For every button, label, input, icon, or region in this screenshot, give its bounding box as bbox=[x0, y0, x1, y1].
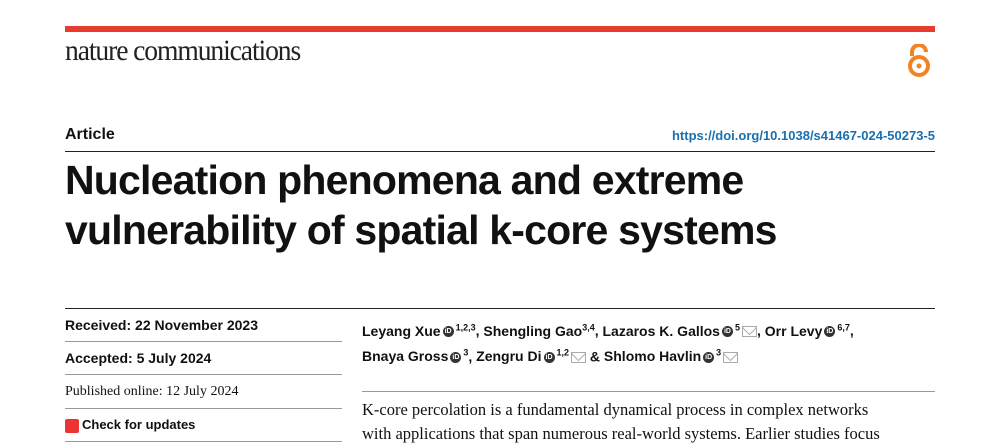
author-link[interactable]: Lazaros K. Gallos iD 5 bbox=[602, 322, 757, 339]
divider bbox=[65, 441, 342, 442]
divider bbox=[65, 151, 935, 152]
email-icon[interactable] bbox=[741, 326, 757, 338]
email-icon[interactable] bbox=[571, 352, 587, 364]
divider bbox=[362, 391, 935, 392]
divider bbox=[65, 308, 935, 309]
affiliation-marker: 1,2 bbox=[556, 347, 570, 358]
orcid-icon[interactable]: iD bbox=[703, 352, 715, 364]
author-link[interactable]: Leyang Xue iD 1,2,3 bbox=[362, 322, 476, 339]
accepted-date: Accepted: 5 July 2024 bbox=[65, 350, 212, 366]
check-updates-icon bbox=[65, 418, 79, 433]
open-access-icon bbox=[908, 44, 930, 77]
divider bbox=[65, 374, 342, 375]
author-link[interactable]: Shlomo Havlin iD 3 bbox=[604, 347, 739, 364]
check-updates-label: Check for updates bbox=[82, 417, 196, 432]
title-line: vulnerability of spatial k-core systems bbox=[65, 207, 777, 253]
divider bbox=[65, 341, 342, 342]
affiliation-marker: 3 bbox=[463, 347, 469, 358]
doi-link[interactable]: https://doi.org/10.1038/s41467-024-50273… bbox=[671, 128, 935, 143]
affiliation-marker: 5 bbox=[734, 322, 740, 332]
orcid-icon[interactable]: iD bbox=[450, 352, 462, 364]
orcid-icon[interactable]: iD bbox=[442, 326, 454, 338]
author-link[interactable]: Shengling Gao3,4 bbox=[483, 322, 595, 339]
affiliation-marker: 3 bbox=[716, 347, 722, 358]
page-title: Nucleation phenomena and extreme vulnera… bbox=[65, 155, 945, 255]
check-updates-button[interactable]: Check for updates bbox=[65, 417, 195, 433]
title-line: Nucleation phenomena and extreme bbox=[65, 157, 744, 203]
article-type: Article bbox=[65, 126, 115, 143]
journal-logo[interactable]: nature communications bbox=[65, 34, 301, 67]
affiliation-marker: 3,4 bbox=[582, 322, 595, 332]
author-list: Leyang Xue iD 1,2,3, Shengling Gao3,4, Laz… bbox=[362, 322, 854, 365]
abstract-line: with applications that span numerous rea… bbox=[362, 424, 880, 443]
journal-accent-bar bbox=[65, 26, 935, 32]
received-date: Received: 22 November 2023 bbox=[65, 317, 258, 333]
divider bbox=[65, 408, 342, 409]
published-date: Published online: 12 July 2024 bbox=[65, 384, 239, 399]
email-icon[interactable] bbox=[723, 352, 739, 364]
affiliation-marker: 1,2,3 bbox=[455, 322, 476, 332]
author-link[interactable]: Zengru Di iD 1,2 bbox=[476, 347, 587, 364]
orcid-icon[interactable]: iD bbox=[824, 326, 836, 338]
affiliation-marker: 6,7 bbox=[837, 322, 850, 332]
author-link[interactable]: Orr Levy iD 6,7 bbox=[764, 322, 850, 339]
orcid-icon[interactable]: iD bbox=[721, 326, 733, 338]
author-link[interactable]: Bnaya Gross iD 3 bbox=[362, 347, 469, 365]
abstract: K-core percolation is a fundamental dyna… bbox=[362, 398, 952, 446]
orcid-icon[interactable]: iD bbox=[543, 352, 555, 364]
abstract-line: K-core percolation is a fundamental dyna… bbox=[362, 400, 869, 419]
